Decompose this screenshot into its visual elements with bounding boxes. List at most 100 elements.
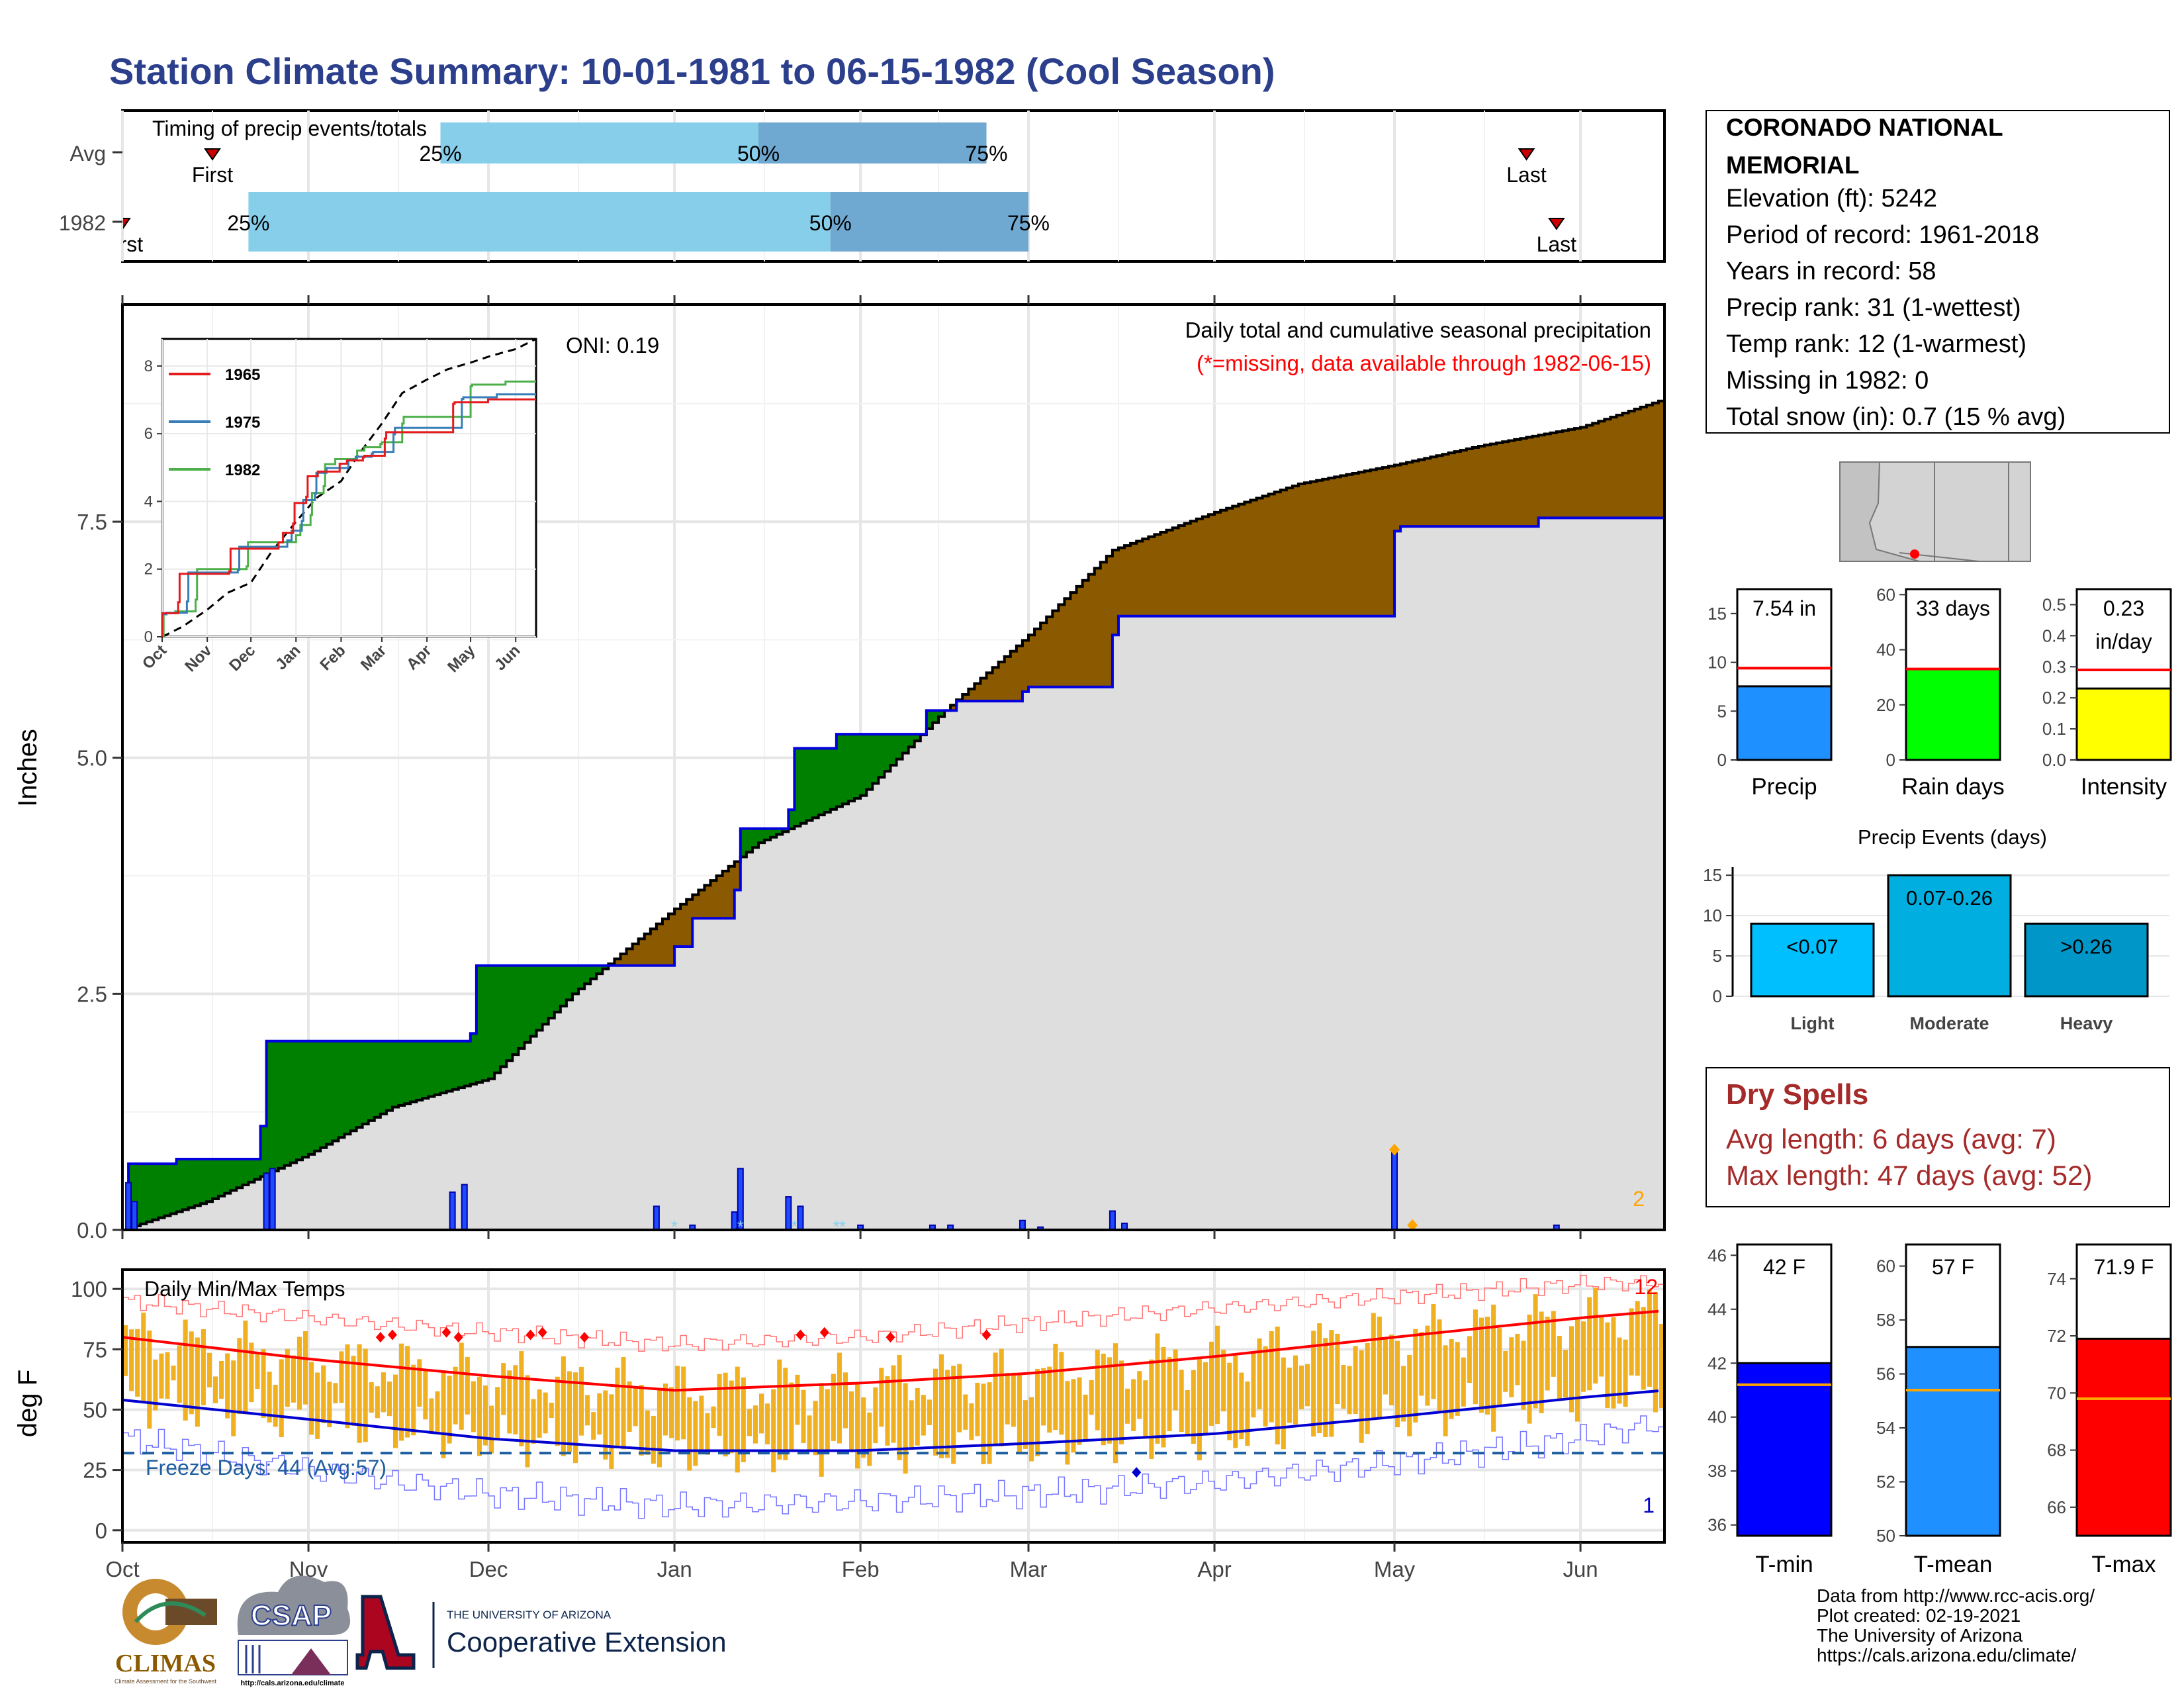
temp-x-tick-label: Dec [469,1557,508,1581]
cumulative-difference-strip [338,1041,345,1138]
daily-temp-range-bar [567,1371,572,1452]
station-period: Period of record: 1961-2018 [1726,221,2039,249]
daily-temp-range-bar [147,1330,152,1429]
daily-temp-range-bar [1509,1337,1514,1397]
daily-temp-range-bar [1047,1366,1052,1433]
temp-x-tick-label: May [1374,1557,1416,1581]
daily-temp-range-bar [987,1382,992,1464]
season-y-label: 0.2 [2042,688,2066,708]
daily-temp-range-bar [339,1351,344,1403]
daily-temp-range-bar [891,1365,896,1443]
cumulative-difference-strip [1388,466,1395,616]
footer-source: Data from http://www.rcc-acis.org/ [1817,1585,2095,1606]
event-bar-label: <0.07 [1786,935,1838,958]
daily-temp-range-bar [513,1365,518,1434]
cumulative-difference-strip [818,748,825,816]
daily-temp-range-bar [1311,1331,1316,1437]
cumulative-difference-strip [1526,437,1533,527]
first-event-label: First [102,232,143,256]
cumulative-difference-strip [1034,629,1041,687]
daily-temp-range-bar [387,1382,392,1417]
daily-temp-range-bar [897,1354,902,1460]
daily-temp-range-bar [141,1312,146,1403]
record-high-line [122,1274,1665,1352]
daily-temp-range-bar [1533,1294,1538,1409]
cumulative-difference-strip [644,933,651,966]
cumulative-difference-strip [458,1041,465,1088]
events-y-label: 15 [1703,865,1722,885]
event-bar-label: >0.26 [2060,935,2112,958]
daily-temp-range-bar [873,1387,878,1444]
daily-temp-range-bar [801,1389,806,1443]
daily-temp-range-bar [1407,1354,1412,1436]
daily-temp-range-bar [225,1353,230,1419]
daily-temp-range-bar [572,1372,578,1464]
cumulative-difference-strip [710,880,717,919]
daily-temp-range-bar [1118,1360,1124,1444]
daily-temp-range-bar [1611,1317,1616,1409]
daily-temp-range-bar [693,1401,698,1466]
record-high-marker [886,1332,895,1343]
cumulative-difference-strip [1010,651,1017,702]
precip-corner-count: 2 [1633,1187,1645,1211]
daily-temp-range-bar [399,1343,404,1441]
cumulative-difference-strip [1436,455,1443,527]
cumulative-difference-strip [356,1041,363,1128]
inset-y-label: 2 [144,561,153,579]
daily-temp-range-bar [837,1352,842,1444]
cumulative-difference-strip [254,1159,261,1180]
record-high-marker [453,1332,463,1343]
daily-temp-range-bar [1065,1381,1070,1465]
events-y-label: 10 [1703,906,1722,925]
daily-temp-range-bar [279,1359,284,1437]
daily-temp-range-bar [1359,1350,1364,1443]
inset-legend-label: 1982 [225,461,260,479]
daily-temp-range-bar [963,1394,968,1430]
precip-missing-note: (*=missing, data available through 1982-… [1197,351,1651,375]
temp-bar-chart-tmin: 36 38 40 42 44 46 42 F T-min [1707,1243,1833,1577]
temp-x-tick-label: Apr [1197,1557,1231,1581]
daily-temp-range-bar [723,1372,728,1457]
timing-title: Timing of precip events/totals [152,117,427,140]
daily-temp-range-bar [1623,1339,1628,1407]
cumulative-difference-strip [296,1041,303,1160]
cumulative-difference-strip [1208,514,1215,616]
cumulative-difference-strip [1256,498,1263,616]
daily-temp-range-bar [1515,1334,1520,1385]
temp-panel-title: Daily Min/Max Temps [144,1277,345,1301]
cumulative-difference-strip [1502,442,1509,527]
csap-wordmark: CSAP [251,1599,332,1632]
daily-temp-range-bar [597,1393,602,1435]
season-y-label: 0 [1886,750,1895,770]
cumulative-difference-strip [860,734,867,796]
temp-bar-y-label: 40 [1707,1407,1727,1427]
freeze-days-label: Freeze Days: 44 (Avg:57) [146,1456,387,1479]
season-y-label: 0.4 [2042,626,2066,645]
daily-temp-range-bar [1113,1343,1118,1464]
timing-bar-50-75 [830,192,1028,252]
daily-temp-range-bar [938,1354,944,1458]
daily-temp-range-bar [273,1384,278,1427]
cumulative-difference-strip [1052,610,1059,687]
season-value-label: 7.54 in [1752,596,1816,620]
daily-temp-range-bar [129,1329,134,1391]
cumulative-difference-strip [1244,502,1251,616]
daily-temp-range-bar [633,1387,638,1427]
daily-temp-range-bar [1089,1380,1094,1415]
cumulative-difference-strip [1136,541,1143,616]
daily-temp-range-bar [849,1391,854,1452]
cumulative-difference-strip [272,1041,279,1172]
cumulative-difference-strip [182,1159,189,1210]
temp-value-label: 42 F [1763,1255,1805,1279]
daily-temp-range-bar [1353,1346,1358,1414]
daily-temp-range-bar [261,1349,266,1418]
cumulative-difference-strip [1466,449,1473,527]
daily-temp-range-bar [537,1389,542,1438]
season-y-label: 0.0 [2042,750,2066,770]
daily-precip-bar [1391,1149,1398,1231]
cumulative-difference-strip [1484,445,1491,527]
temp-bar-y-label: 36 [1707,1515,1727,1535]
temp-y-tick-label: 100 [71,1277,107,1301]
cumulative-difference-strip [1430,457,1437,527]
daily-precip-bar [731,1211,738,1231]
